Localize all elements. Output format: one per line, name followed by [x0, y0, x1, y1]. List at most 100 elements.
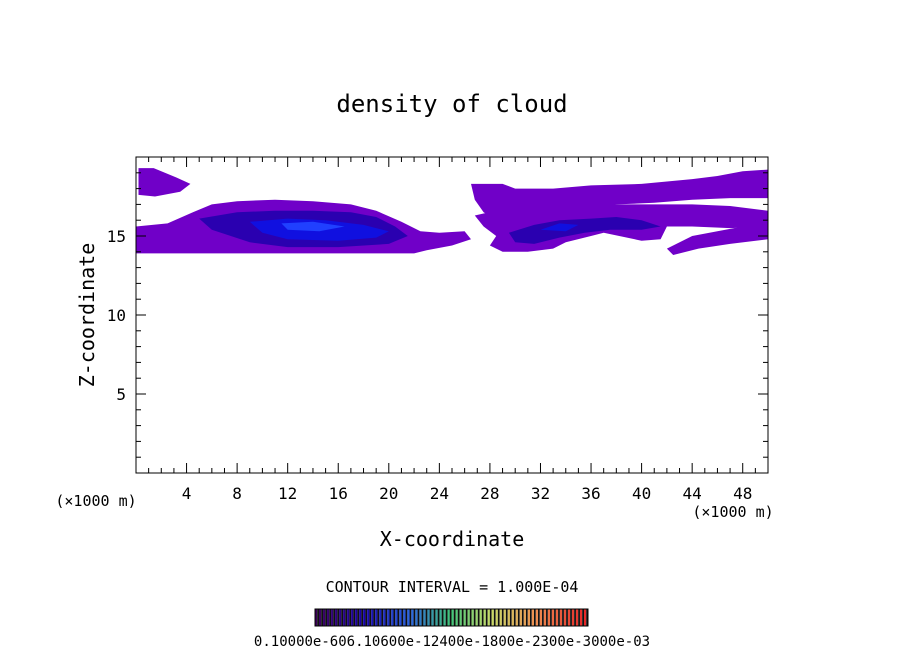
colorbar-gap [469, 609, 472, 626]
colorbar-stripe [575, 609, 579, 626]
colorbar-gap [385, 609, 388, 626]
colorbar-stripe [379, 609, 382, 626]
colorbar-stripe [555, 609, 559, 626]
colorbar-gap [558, 609, 560, 626]
colorbar-gap [562, 609, 564, 626]
colorbar-gap [365, 609, 368, 626]
colorbar-stripe [559, 609, 563, 626]
colorbar-gap [566, 609, 568, 626]
colorbar-gap [538, 609, 540, 626]
colorbar-labels: 0.10000e-606.10600e-12400e-1800e-2300e-3… [254, 634, 650, 650]
colorbar-stripe [447, 609, 450, 626]
colorbar-stripe [527, 609, 530, 626]
y-tick-label: 10 [107, 306, 126, 325]
x-axis-unit-right: (×1000 m) [692, 503, 773, 521]
colorbar-gap [574, 609, 576, 626]
colorbar-stripe [531, 609, 534, 626]
colorbar-stripe [455, 609, 458, 626]
colorbar-stripe [543, 609, 547, 626]
colorbar-stripe [355, 609, 358, 626]
colorbar-stripe [583, 609, 587, 626]
x-tick-label: 12 [278, 484, 297, 503]
colorbar-stripe [323, 609, 326, 626]
colorbar-stripe [387, 609, 390, 626]
x-tick-label: 20 [379, 484, 398, 503]
cloud-region-right-middle-core [508, 217, 661, 244]
colorbar-stripe [403, 609, 406, 626]
colorbar-gap [401, 609, 404, 626]
x-tick-label: 24 [430, 484, 449, 503]
colorbar-stripe [515, 609, 518, 626]
colorbar-gap [477, 609, 480, 626]
colorbar-gap [361, 609, 364, 626]
colorbar-stripe [459, 609, 462, 626]
colorbar-gap [369, 609, 372, 626]
cloud-region-upper-left-patch [138, 168, 191, 197]
y-axis-ticks: 5 10 15 [107, 156, 768, 474]
colorbar-gap [425, 609, 428, 626]
colorbar-stripe [327, 609, 330, 626]
x-axis-unit-left: (×1000 m) [55, 492, 136, 510]
colorbar-gap [485, 609, 488, 626]
colorbar-stripe [471, 609, 474, 626]
colorbar-gap [341, 609, 344, 626]
colorbar-stripe [395, 609, 398, 626]
colorbar-stripe [347, 609, 350, 626]
colorbar-gap [389, 609, 392, 626]
colorbar-stripe [499, 609, 502, 626]
colorbar-gap [441, 609, 444, 626]
colorbar-gap [429, 609, 432, 626]
colorbar-gap [333, 609, 336, 626]
colorbar-stripe [535, 609, 539, 626]
colorbar-stripe [563, 609, 567, 626]
colorbar-gap [329, 609, 332, 626]
colorbar-stripe [439, 609, 442, 626]
colorbar-gap [353, 609, 356, 626]
colorbar-stripe [427, 609, 430, 626]
colorbar-gap [578, 609, 580, 626]
x-tick-label: 32 [531, 484, 550, 503]
colorbar-gap [501, 609, 504, 626]
colorbar-stripe [443, 609, 446, 626]
colorbar-stripe [431, 609, 434, 626]
colorbar-gap [542, 609, 544, 626]
x-axis-ticks: 4 8 12 16 20 24 28 32 36 40 44 48 [135, 157, 769, 503]
colorbar-stripe [367, 609, 370, 626]
colorbar-stripe [567, 609, 571, 626]
colorbar-gap [393, 609, 396, 626]
colorbar-stripe [435, 609, 438, 626]
colorbar-gap [497, 609, 500, 626]
colorbar-stripe [483, 609, 486, 626]
colorbar-stripe [507, 609, 510, 626]
colorbar-gap [465, 609, 468, 626]
colorbar-stripe [495, 609, 498, 626]
colorbar-stripe [479, 609, 482, 626]
colorbar-gap [529, 609, 532, 626]
colorbar-gap [461, 609, 464, 626]
colorbar-gap [405, 609, 408, 626]
cloud-region-right-middle-peak [540, 223, 579, 232]
colorbar-stripe [399, 609, 402, 626]
colorbar-stripe [415, 609, 418, 626]
colorbar-gap [525, 609, 528, 626]
colorbar-gap [381, 609, 384, 626]
colorbar-stripe [547, 609, 551, 626]
colorbar-stripe [503, 609, 506, 626]
colorbar-stripe [419, 609, 422, 626]
x-tick-label: 16 [329, 484, 348, 503]
colorbar-gap [345, 609, 348, 626]
colorbar-stripe [319, 609, 322, 626]
colorbar-stripe [539, 609, 543, 626]
colorbar-gap [321, 609, 324, 626]
cloud-region-main-left-core-peak [281, 221, 345, 232]
colorbar-stripe [423, 609, 426, 626]
colorbar-gap [489, 609, 492, 626]
colorbar-stripe [407, 609, 410, 626]
colorbar-stripe [579, 609, 583, 626]
colorbar-stripe [551, 609, 555, 626]
colorbar-gap [325, 609, 328, 626]
x-tick-label: 28 [480, 484, 499, 503]
y-axis-label: Z-coordinate [75, 243, 99, 388]
plot-area [136, 168, 768, 255]
